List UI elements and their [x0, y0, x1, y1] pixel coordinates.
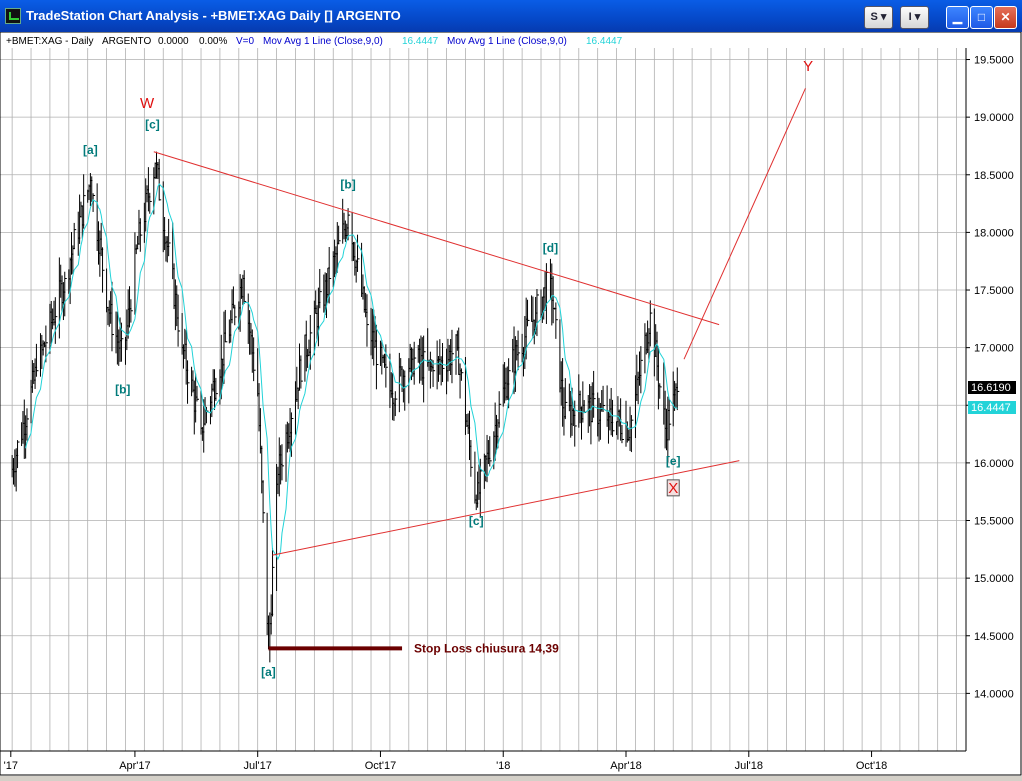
wave-label: [a] — [83, 143, 98, 157]
wave-label: [e] — [666, 454, 681, 468]
tradestation-app-icon — [5, 8, 21, 24]
price-tick-label: 14.0000 — [974, 688, 1014, 700]
header-change: 0.0000 — [158, 36, 189, 47]
chart-area[interactable]: 14.000014.500015.000015.500016.000016.50… — [0, 31, 1022, 776]
moving-average-line — [25, 183, 678, 561]
wave-label: [b] — [115, 383, 130, 397]
wave-label: [d] — [543, 241, 558, 255]
minimize-button[interactable]: ▁ — [946, 6, 969, 29]
time-tick-label: Apr'17 — [119, 760, 150, 772]
major-wave-label: X — [668, 480, 678, 497]
maximize-button[interactable]: □ — [970, 6, 993, 29]
last-price-label: 16.6190 — [971, 382, 1011, 394]
window-title: TradeStation Chart Analysis - +BMET:XAG … — [26, 8, 401, 23]
stop-loss: Stop Loss chiusura 14,39 — [268, 641, 559, 655]
price-tick-label: 15.5000 — [974, 516, 1014, 528]
header-indicator2-value: 16.4447 — [586, 36, 623, 47]
wave-label: [a] — [261, 665, 276, 679]
time-axis[interactable]: '17 Apr'17 Jul'17 Oct'17 '18 Apr'18 Jul'18 Oct'… — [0, 31, 1022, 776]
header-indicator1-value: 16.4447 — [402, 36, 439, 47]
chart-header: +BMET:XAG - Daily ARGENTO 0.0000 0.00% V… — [6, 36, 623, 47]
header-volume: V=0 — [236, 36, 255, 47]
time-tick-label: Oct'17 — [365, 760, 396, 772]
time-tick-label: '18 — [496, 760, 510, 772]
price-tick-label: 19.0000 — [974, 112, 1014, 124]
last-price-markers: 16.6190 16.4447 — [968, 381, 1016, 414]
ma-price-label: 16.4447 — [971, 402, 1011, 414]
title-bar[interactable]: TradeStation Chart Analysis - +BMET:XAG … — [0, 0, 1022, 32]
price-tick-label: 15.0000 — [974, 573, 1014, 585]
chart-background — [0, 32, 1022, 776]
time-tick-label: Oct'18 — [856, 760, 887, 772]
price-tick-label: 18.0000 — [974, 227, 1014, 239]
price-bars — [11, 151, 680, 663]
major-wave-label: W — [140, 95, 155, 112]
x-label-box — [666, 479, 680, 497]
trendline[interactable] — [272, 460, 740, 556]
time-tick-label: Jul'18 — [735, 760, 763, 772]
trendlines[interactable] — [153, 88, 806, 556]
i-menu-button[interactable]: I ▾ — [900, 6, 929, 29]
price-chart[interactable]: 14.000014.500015.000015.500016.000016.50… — [0, 31, 1022, 776]
time-tick-label: Jul'17 — [243, 760, 271, 772]
wave-label: [b] — [340, 178, 355, 192]
header-change-pct: 0.00% — [199, 36, 227, 47]
close-button[interactable]: ✕ — [994, 6, 1017, 29]
time-tick-label: Apr'18 — [610, 760, 641, 772]
wave-label: [c] — [469, 514, 484, 528]
major-wave-label: Y — [803, 58, 813, 75]
header-symbol: +BMET:XAG - Daily — [6, 36, 94, 47]
wave-label: [c] — [145, 118, 160, 132]
price-tick-label: 17.5000 — [974, 285, 1014, 297]
price-tick-label: 14.5000 — [974, 631, 1014, 643]
stop-loss-label: Stop Loss chiusura 14,39 — [414, 641, 559, 655]
gridlines — [0, 32, 1022, 776]
wave-labels: [a] [b] [c] [a] [b] [c] [d] [e] W X Y — [83, 58, 813, 679]
price-tick-label: 17.0000 — [974, 343, 1014, 355]
header-indicator1: Mov Avg 1 Line (Close,9,0) — [263, 36, 383, 47]
price-axis[interactable]: 14.000014.500015.000015.500016.000016.50… — [965, 48, 1014, 751]
chart-frame — [0, 31, 1022, 776]
header-indicator2: Mov Avg 1 Line (Close,9,0) — [447, 36, 567, 47]
trendline[interactable] — [153, 151, 720, 326]
price-tick-label: 19.5000 — [974, 55, 1014, 67]
price-tick-label: 16.0000 — [974, 458, 1014, 470]
s-menu-button[interactable]: S ▾ — [864, 6, 893, 29]
price-tick-label: 18.5000 — [974, 170, 1014, 182]
trendline[interactable] — [683, 88, 806, 360]
header-name: ARGENTO — [102, 36, 151, 47]
time-tick-label: '17 — [4, 760, 18, 772]
